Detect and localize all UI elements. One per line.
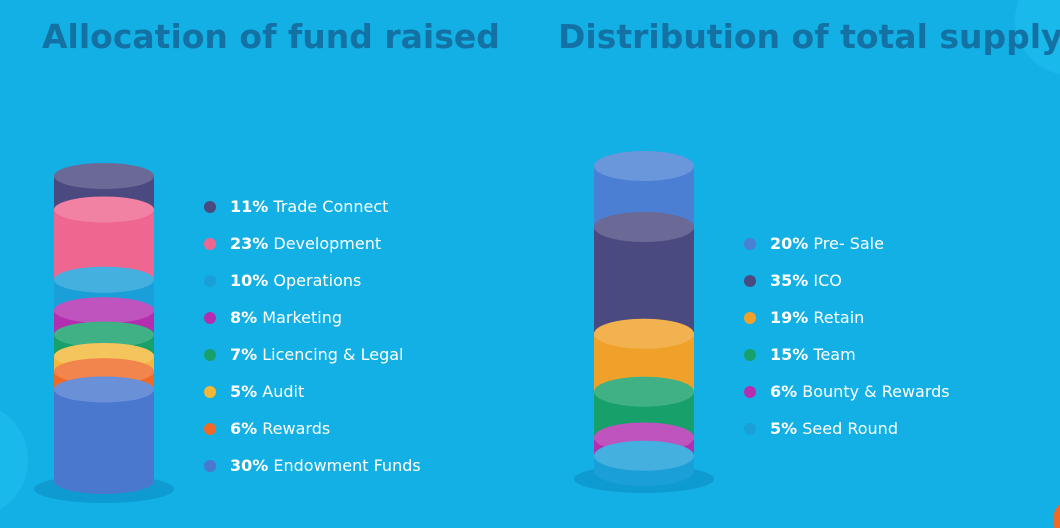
legend-entry: 19% Retain xyxy=(770,308,864,327)
legend-value: 11% xyxy=(230,197,268,216)
legend-label: Operations xyxy=(273,271,361,290)
legend-dot xyxy=(744,275,756,287)
decor-circle xyxy=(0,410,28,510)
chart-title: Allocation of fund raised xyxy=(42,17,500,56)
segment-top xyxy=(54,376,154,403)
legend-dot xyxy=(744,423,756,435)
segment-body xyxy=(594,227,694,334)
segment-top-shine xyxy=(594,212,694,242)
legend-entry: 5% Audit xyxy=(230,382,304,401)
legend-dot xyxy=(744,386,756,398)
legend-value: 20% xyxy=(770,234,808,253)
legend-dot xyxy=(204,275,216,287)
legend-value: 30% xyxy=(230,456,268,475)
legend-label: Audit xyxy=(262,382,304,401)
legend-dot xyxy=(204,349,216,361)
legend-value: 5% xyxy=(230,382,257,401)
segment-top xyxy=(54,321,154,348)
legend-label: Marketing xyxy=(262,308,342,327)
legend-entry: 5% Seed Round xyxy=(770,419,898,438)
segment-top-shine xyxy=(594,151,694,181)
legend-label: Trade Connect xyxy=(272,197,388,216)
legend-entry: 20% Pre- Sale xyxy=(770,234,884,253)
legend-dot xyxy=(744,312,756,324)
legend-value: 19% xyxy=(770,308,808,327)
legend-label: Pre- Sale xyxy=(813,234,884,253)
segment-top xyxy=(54,358,154,385)
legend-entry: 10% Operations xyxy=(230,271,361,290)
legend-dot xyxy=(204,201,216,213)
segment-top-shine xyxy=(54,266,154,293)
legend-entry: 8% Marketing xyxy=(230,308,342,327)
segment-top xyxy=(54,266,154,293)
segment-top xyxy=(54,196,154,223)
legend-value: 15% xyxy=(770,345,808,364)
cylinder-segment xyxy=(594,440,694,486)
segment-top-shine xyxy=(54,358,154,385)
segment-top-shine xyxy=(54,297,154,324)
legend-dot xyxy=(204,460,216,472)
legend-entry: 11% Trade Connect xyxy=(230,197,388,216)
legend-label: Licencing & Legal xyxy=(262,345,403,364)
segment-top-shine xyxy=(54,196,154,223)
legend-value: 5% xyxy=(770,419,797,438)
legend-dot xyxy=(204,423,216,435)
decor-circle xyxy=(1015,0,1060,75)
segment-top-shine xyxy=(54,321,154,348)
legend-entry: 7% Licencing & Legal xyxy=(230,345,403,364)
segment-body xyxy=(54,389,154,481)
legend-dot xyxy=(204,386,216,398)
legend-value: 35% xyxy=(770,271,808,290)
legend-dot xyxy=(744,349,756,361)
legend-label: Endowment Funds xyxy=(273,456,420,475)
segment-top-shine xyxy=(54,163,154,189)
legend-label: Bounty & Rewards xyxy=(802,382,949,401)
segment-top-shine xyxy=(594,376,694,407)
segment-top xyxy=(594,440,694,471)
segment-top xyxy=(54,297,154,324)
legend-dot xyxy=(204,312,216,324)
segment-top xyxy=(594,212,694,242)
legend-value: 7% xyxy=(230,345,257,364)
legend-value: 8% xyxy=(230,308,257,327)
segment-top xyxy=(594,151,694,181)
legend-label: Rewards xyxy=(262,419,330,438)
legend-entry: 23% Development xyxy=(230,234,381,253)
legend-label: ICO xyxy=(813,271,841,290)
legend-entry: 6% Rewards xyxy=(230,419,330,438)
legend-value: 6% xyxy=(230,419,257,438)
legend-label: Development xyxy=(273,234,381,253)
decor-circle xyxy=(1053,503,1060,528)
segment-top-shine xyxy=(594,440,694,471)
legend-entry: 35% ICO xyxy=(770,271,842,290)
legend-entry: 30% Endowment Funds xyxy=(230,456,421,475)
legend-entry: 15% Team xyxy=(770,345,856,364)
cylinder-segment xyxy=(54,376,154,494)
segment-top-shine xyxy=(54,376,154,403)
chart-title: Distribution of total supply xyxy=(558,17,1060,56)
segment-top-shine xyxy=(594,318,694,349)
legend-entry: 6% Bounty & Rewards xyxy=(770,382,950,401)
segment-top xyxy=(54,163,154,189)
segment-top xyxy=(594,318,694,349)
legend-value: 23% xyxy=(230,234,268,253)
legend-label: Retain xyxy=(813,308,864,327)
legend-dot xyxy=(744,238,756,250)
legend-value: 6% xyxy=(770,382,797,401)
legend-value: 10% xyxy=(230,271,268,290)
legend-dot xyxy=(204,238,216,250)
legend-label: Team xyxy=(812,345,855,364)
legend-label: Seed Round xyxy=(802,419,898,438)
segment-top xyxy=(594,376,694,407)
